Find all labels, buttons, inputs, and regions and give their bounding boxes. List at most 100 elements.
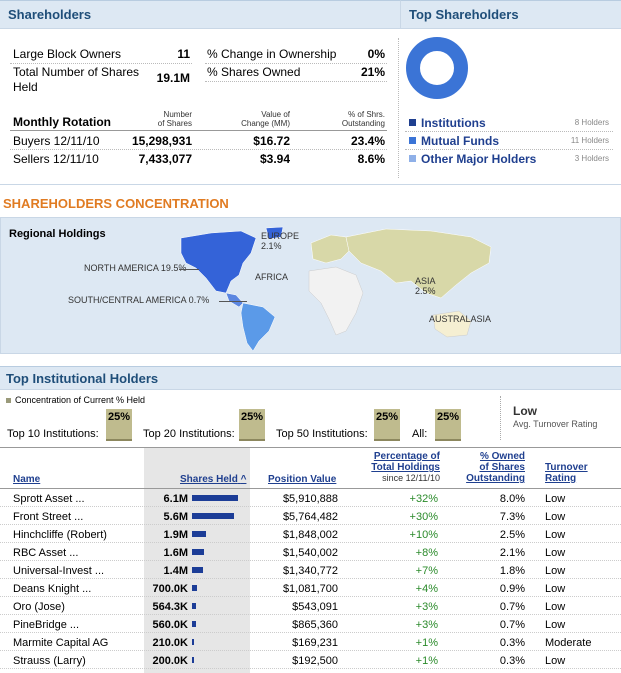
table-row[interactable]: Sprott Asset ... 6.1M $5,910,888 +32% 8.0% Lo… [0, 489, 621, 507]
divider [10, 63, 192, 64]
all-label: All: [412, 428, 428, 440]
top50-label: Top 50 Institutions: [276, 428, 368, 440]
pct-change: +3% [415, 601, 438, 613]
col-name-header[interactable]: Name [13, 474, 41, 485]
table-row[interactable]: PineBridge ... 560.0K $865,360 +3% 0.7% Low [0, 615, 621, 633]
col-pct-total-header[interactable]: Percentage of Total Holdings since 12/11… [358, 451, 440, 484]
europe-name: EUROPE [261, 231, 300, 241]
top50-value: 25% [374, 409, 400, 439]
holder-name: Hinchcliffe (Robert) [13, 529, 107, 541]
shares-held: 200.0K [152, 655, 188, 667]
pct-owned: 0.3% [499, 637, 525, 649]
turnover-rating: Low [545, 619, 566, 631]
turnover-rating: Low [545, 511, 566, 523]
europe-shape [310, 234, 350, 264]
rotation-col-value: Value of Change (MM) [220, 110, 290, 128]
south-america-label: SOUTH/CENTRAL AMERICA 0.7% [68, 295, 210, 305]
shares-bar [192, 603, 196, 609]
table-row[interactable]: Marmite Capital AG 210.0K $169,231 +1% 0.3% M… [0, 633, 621, 651]
divider [10, 149, 387, 150]
col-position-header[interactable]: Position Value [268, 474, 337, 485]
table-row[interactable]: Deans Knight ... 700.0K $1,081,700 +4% 0.9% L… [0, 579, 621, 597]
col-owned-line3: Outstanding [466, 473, 525, 484]
holders-donut-chart [406, 37, 468, 99]
position-value: $1,340,772 [282, 565, 338, 577]
col-pct-total-line2: Total Holdings [371, 462, 440, 473]
legend-item-mutual-funds[interactable]: Mutual Funds 11 Holders [405, 132, 613, 150]
position-value: $543,091 [292, 601, 338, 613]
pct-change: +7% [415, 565, 438, 577]
shares-bar [192, 531, 206, 537]
top50-foot [374, 439, 400, 441]
holder-name: Oro (Jose) [13, 601, 65, 613]
pct-change: +1% [415, 637, 438, 649]
world-map [180, 226, 492, 352]
table-row[interactable]: Strauss (Larry) 200.0K $192,500 +1% 0.3% Low [0, 651, 621, 669]
shares-bar [192, 513, 234, 519]
pct-change: +1% [415, 655, 438, 667]
shares-held: 564.3K [152, 601, 188, 613]
section-divider [0, 184, 621, 185]
holder-name: Deans Knight ... [13, 583, 92, 595]
holder-name: Sprott Asset ... [13, 493, 85, 505]
shares-bar [192, 567, 203, 573]
shares-held: 1.9M [163, 529, 188, 541]
col-owned-header[interactable]: % Owned of Shares Outstanding [460, 451, 525, 484]
col-owned-line1: % Owned [479, 451, 525, 462]
australia-shape [432, 310, 472, 338]
africa-shape [308, 266, 364, 336]
position-value: $1,540,002 [282, 547, 338, 559]
col-turnover-line1: Turnover [545, 462, 588, 473]
table-row[interactable]: Oro (Jose) 564.3K $543,091 +3% 0.7% Low [0, 597, 621, 615]
legend-item-other-holders[interactable]: Other Major Holders 3 Holders [405, 150, 613, 168]
pct-owned: 0.3% [499, 655, 525, 667]
position-value: $1,848,002 [282, 529, 338, 541]
header-divider [0, 488, 621, 489]
position-value: $5,910,888 [282, 493, 338, 505]
table-row[interactable]: Hinchcliffe (Robert) 1.9M $1,848,002 +10% 2.… [0, 525, 621, 543]
pct-change: +4% [415, 583, 438, 595]
col-turnover-header[interactable]: Turnover Rating [545, 462, 588, 484]
position-value: $192,500 [292, 655, 338, 667]
buyers-pct: 23.4% [350, 134, 385, 148]
turnover-rating: Low [545, 493, 566, 505]
regional-holdings-panel: Regional Holdings EUROPE 2.1% NORTH AMER… [0, 217, 621, 354]
avg-turnover-label: Avg. Turnover Rating [513, 419, 598, 429]
vertical-divider [398, 38, 399, 178]
legend-item-institutions[interactable]: Institutions 8 Holders [405, 114, 613, 132]
holder-name: Marmite Capital AG [13, 637, 109, 649]
sellers-shares: 7,433,077 [138, 152, 192, 166]
col-shares-header[interactable]: Shares Held ^ [180, 474, 246, 485]
institutional-header: Top Institutional Holders [0, 366, 621, 390]
col-shares-line1: Number [163, 110, 192, 119]
divider [205, 81, 387, 82]
top10-label: Top 10 Institutions: [7, 428, 99, 440]
all-value: 25% [435, 409, 461, 439]
europe-pct: 2.1% [261, 241, 282, 251]
holder-name: RBC Asset ... [13, 547, 79, 559]
table-row[interactable]: Front Street ... 5.6M $5,764,482 +30% 7.3% Lo… [0, 507, 621, 525]
pct-change: +3% [415, 619, 438, 631]
north-america-label: NORTH AMERICA 19.5% [84, 263, 187, 273]
turnover-rating: Low [545, 655, 566, 667]
col-value-line2: Change (MM) [241, 119, 290, 128]
pct-owned: 2.5% [499, 529, 525, 541]
africa-label: AFRICA [255, 272, 289, 282]
pct-owned-label: % Shares Owned [207, 65, 301, 79]
shares-bar [192, 495, 238, 501]
shares-bar [192, 621, 196, 627]
col-pct-total-line3: since 12/11/10 [382, 473, 440, 483]
shareholders-header: Shareholders [0, 0, 400, 29]
divider [10, 130, 387, 131]
all-foot [435, 439, 461, 441]
col-value-line1: Value of [261, 110, 290, 119]
turnover-rating: Low [545, 583, 566, 595]
top-shareholders-header: Top Shareholders [400, 0, 621, 29]
total-shares-label-1: Total Number of Shares [13, 65, 140, 79]
pct-owned-value: 21% [360, 65, 385, 79]
table-row[interactable]: Universal-Invest ... 1.4M $1,340,772 +7% 1.8… [0, 561, 621, 579]
shares-held: 700.0K [152, 583, 188, 595]
rotation-col-pct: % of Shrs. Outstanding [320, 110, 385, 128]
total-shares-label-2: Held [13, 80, 38, 94]
table-row[interactable]: RBC Asset ... 1.6M $1,540,002 +8% 2.1% Low [0, 543, 621, 561]
